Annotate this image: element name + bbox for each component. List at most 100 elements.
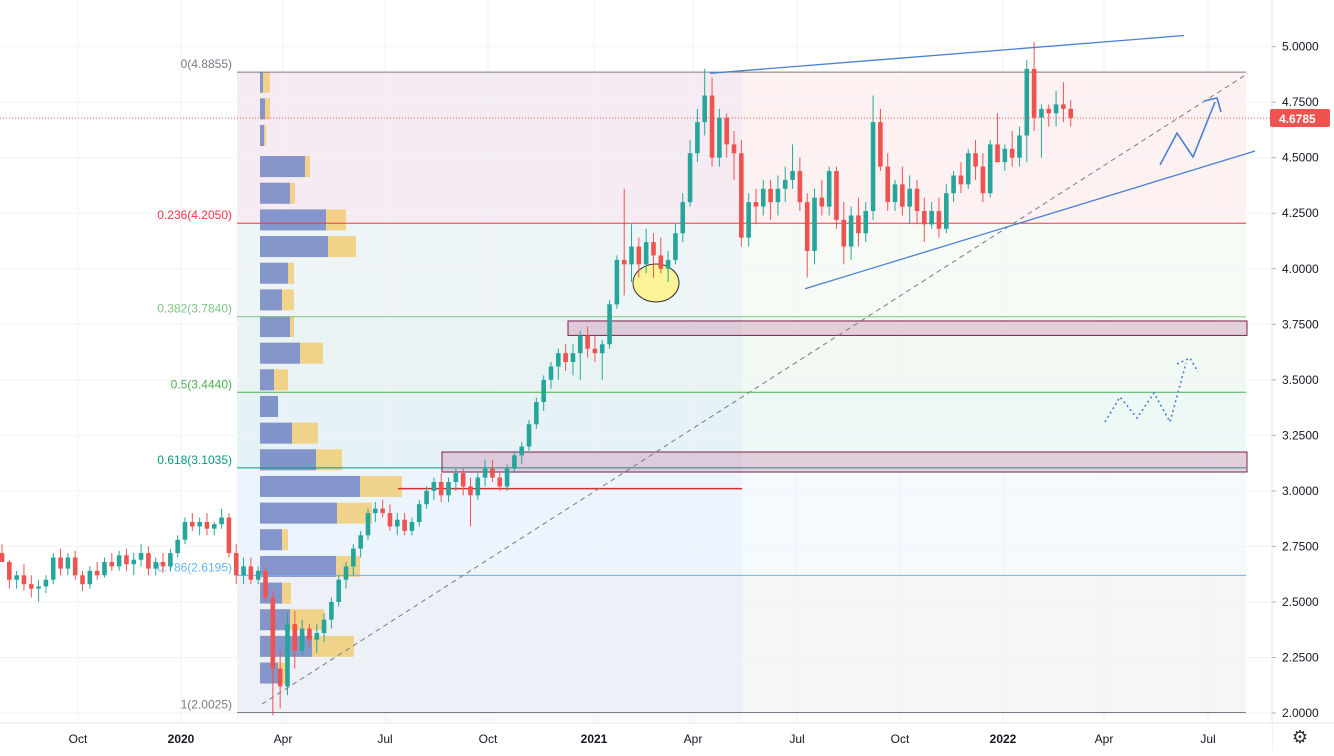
candle-body [453,473,459,482]
candle-body [394,519,400,527]
price-tick-label: 3.2500 [1282,428,1319,442]
candle-body [702,95,708,123]
candle-body [614,259,620,305]
vp-row-up [260,71,263,93]
candle-body [365,513,371,536]
candle-body [475,477,481,496]
candle-body [731,144,737,154]
last-price-badge [1270,109,1330,128]
candle-body [460,473,466,487]
candle-body [131,559,137,565]
vp-row-up [260,236,328,258]
candle-body [995,144,1000,163]
candle-body [753,202,759,207]
candle-body [241,566,246,576]
candle-body [168,553,173,567]
candle-body [834,171,839,220]
fib-label: 0(4.8855) [181,57,232,71]
candle-body [270,597,276,669]
candle-body [424,490,429,505]
candle-body [1009,148,1015,158]
candle-body [526,424,532,447]
vp-row-up [260,316,290,338]
gear-icon[interactable]: ⚙ [1291,727,1309,748]
zone-box [567,320,1248,336]
drawings [261,34,1256,705]
candle-body [1031,68,1037,118]
candle-body [497,477,503,487]
candle-body [782,179,788,189]
candle-body [943,193,949,229]
candle-body [321,619,327,634]
vp-row-up [260,209,326,231]
vp-row-up [260,422,292,444]
candle-body [673,233,678,260]
candle-body [665,259,671,269]
candle-body [219,517,224,525]
price-tick-label: 3.0000 [1282,484,1319,498]
candle-body [21,575,27,585]
candle-body [438,482,444,496]
candle-body [1017,135,1022,158]
candle-body [563,353,568,363]
time-axis-bg [0,723,1272,751]
zone-box [441,451,1248,473]
candle-body [841,219,847,247]
vp-row-up [260,156,305,178]
time-tick-label: Jul [789,732,804,746]
candle-body [197,521,202,527]
time-tick-label: Oct [479,732,498,746]
candle-body [277,668,283,687]
candle-body [885,166,891,203]
candle-body [146,553,151,569]
candle-body [72,557,78,576]
time-tick-label: 2021 [581,732,608,746]
vp-row-up [260,395,278,417]
price-tick-label: 2.7500 [1282,539,1319,553]
candle-body [109,561,115,567]
candle-body [687,153,693,203]
candle-body [387,513,393,527]
candle-body [233,553,239,576]
price-tick-label: 2.5000 [1282,595,1319,609]
candle-body [380,508,385,514]
price-tick-label: 2.0000 [1282,706,1319,720]
candle-body [358,535,363,549]
grid [0,0,1272,723]
candle-body [878,122,883,167]
highlight-ellipse [632,263,680,303]
candle-body [768,188,773,203]
candle-body [292,624,298,651]
candle-body [138,553,144,560]
candle-body [182,521,188,540]
candle-body [607,304,612,345]
candle-body [556,353,561,367]
vp-row-up [260,289,282,311]
vp-row-up [260,124,264,146]
candle-body [1039,108,1044,118]
candle-body [94,570,100,576]
candle-body [709,95,715,158]
candle-body [468,486,473,496]
time-tick-label: Jul [377,732,392,746]
time-tick-label: Oct [891,732,910,746]
projection-path [1159,101,1216,166]
time-tick-label: Apr [1095,732,1114,746]
candle-body [760,188,766,207]
candle-body [7,561,12,580]
candle-body [907,188,912,207]
candle-body [80,575,85,585]
candle-body [739,153,744,238]
candle-body [1061,104,1066,109]
candle-body [987,144,993,194]
candle-body [819,197,825,207]
candle-body [482,468,488,478]
candle-body [717,117,722,158]
candle-body [856,215,861,234]
vp-row-up [260,342,300,364]
candle-body [621,259,627,265]
candle-body [263,570,268,598]
vp-row-up [260,555,336,577]
